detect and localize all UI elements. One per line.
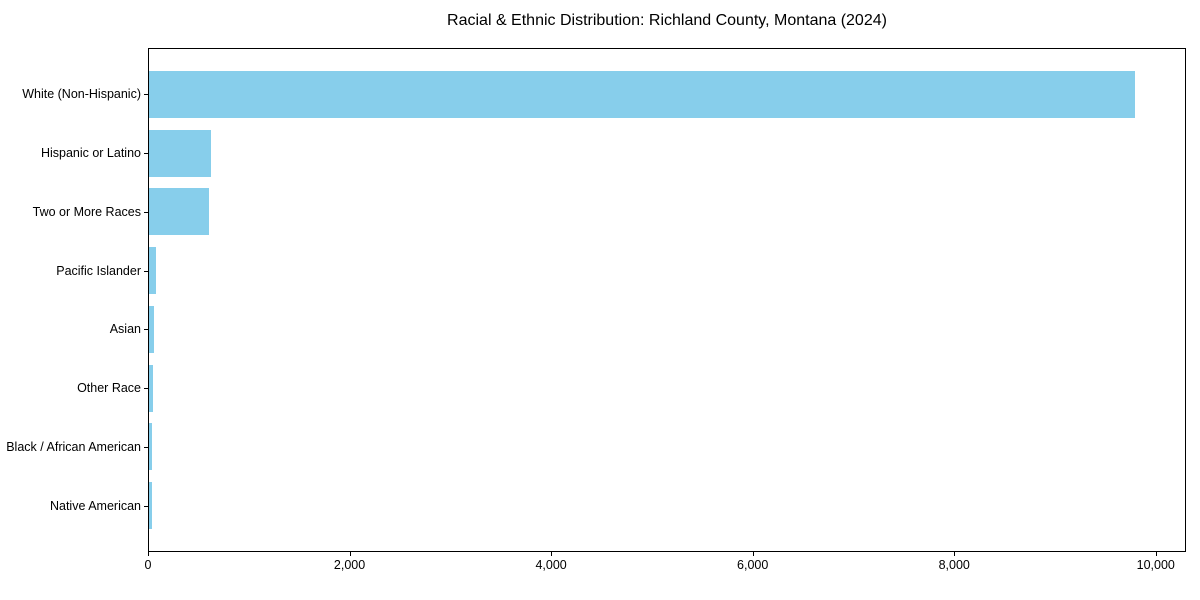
x-axis-tick [349,552,351,556]
x-axis-tick [752,552,754,556]
x-axis-tick-label: 4,000 [535,558,567,572]
bar-white-non-hispanic [149,70,1135,118]
y-axis-tick [144,446,148,448]
x-axis-tick-label: 10,000 [1136,558,1175,572]
y-axis-label: Hispanic or Latino [40,146,141,161]
x-axis-tick-label: 0 [144,558,152,572]
x-axis-tick [148,552,149,556]
bar-two-or-more-races [149,188,210,236]
y-axis-label: Other Race [77,381,141,396]
bar-native-american [149,482,152,530]
x-axis-tick-label: 6,000 [737,558,769,572]
bar-black-african-american [149,423,153,471]
x-axis-tick-label: 2,000 [333,558,366,572]
y-axis-tick [144,388,148,390]
x-axis-tick [551,552,553,556]
bar-hispanic-or-latino [149,129,212,177]
plot-area [148,48,1186,552]
y-axis-label: Pacific Islander [56,263,141,278]
y-axis-label: Native American [49,498,141,513]
y-axis-tick [144,329,148,331]
bar-asian [149,305,155,353]
bar-other-race [149,364,154,412]
y-axis-tick [144,211,148,213]
y-axis-tick [144,505,148,507]
y-axis-tick [144,153,148,155]
x-axis-tick [1155,552,1157,556]
y-axis-tick [144,94,148,96]
y-axis-label: Black / African American [6,439,141,454]
y-axis-tick [144,270,148,272]
y-axis-label: Asian [109,322,141,337]
x-axis-tick-label: 8,000 [938,558,970,572]
y-axis-label: White (Non-Hispanic) [22,87,141,102]
chart-title: Racial & Ethnic Distribution: Richland C… [447,12,887,29]
bar-pacific-islander [149,247,156,295]
y-axis-label: Two or More Races [32,204,141,219]
x-axis-tick [954,552,956,556]
